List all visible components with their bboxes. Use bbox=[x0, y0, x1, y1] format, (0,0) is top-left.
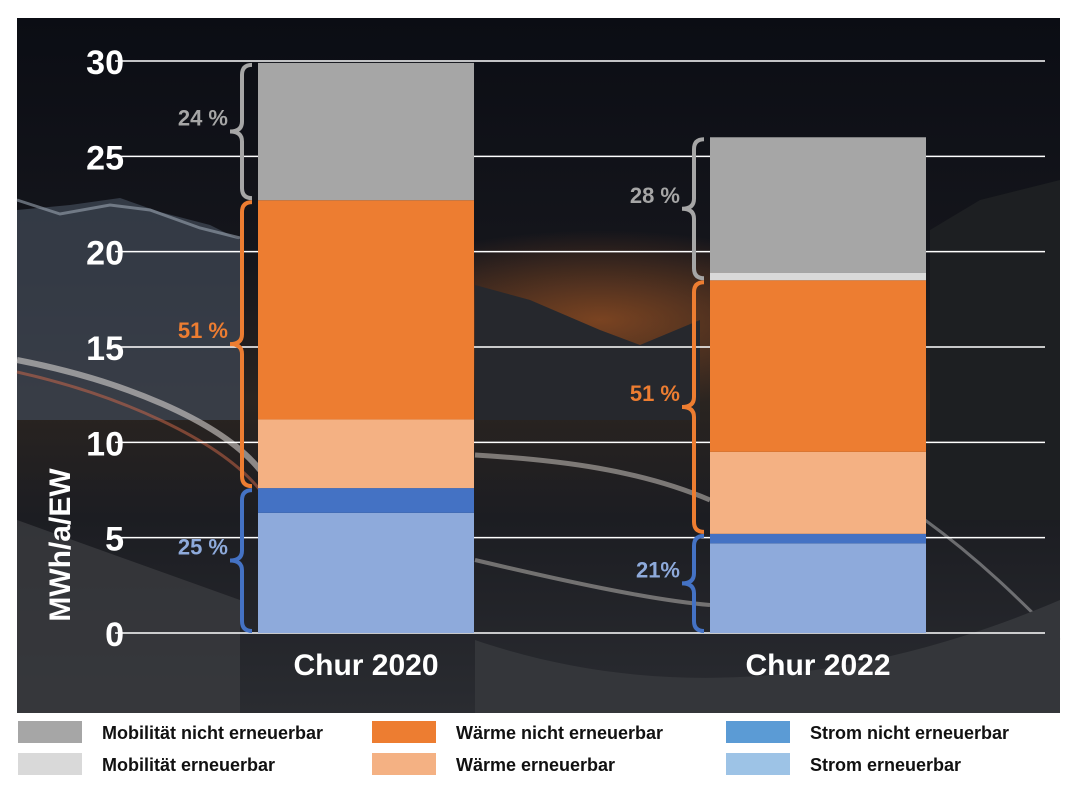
group-percentage-label: 25 % bbox=[178, 535, 228, 560]
y-tick-label: 5 bbox=[105, 521, 124, 559]
legend-swatch bbox=[372, 753, 436, 775]
legend-swatch bbox=[726, 753, 790, 775]
x-tick-label: Chur 2020 bbox=[293, 649, 438, 682]
legend-label: Mobilität nicht erneuerbar bbox=[102, 723, 323, 743]
x-axis-labels: Chur 2020 Chur 2022 bbox=[293, 649, 890, 682]
bar-segment bbox=[258, 512, 474, 633]
bar-segment bbox=[710, 272, 926, 281]
y-tick-label: 0 bbox=[105, 616, 124, 654]
group-percentage-label: 21% bbox=[636, 557, 680, 582]
curly-brace bbox=[229, 488, 253, 633]
legend-label: Strom erneuerbar bbox=[810, 755, 961, 775]
bar-segment bbox=[710, 137, 926, 273]
curly-brace bbox=[681, 137, 705, 281]
curly-brace bbox=[681, 280, 705, 534]
bar-segment bbox=[258, 62, 474, 201]
curly-brace bbox=[681, 533, 705, 633]
bar-segment bbox=[710, 451, 926, 534]
group-braces: 25 % 51 % 24 % 21% 51 % 28 % bbox=[178, 62, 705, 633]
y-tick-label: 10 bbox=[86, 425, 124, 463]
legend-label: Strom nicht erneuerbar bbox=[810, 723, 1009, 743]
legend-swatch bbox=[18, 753, 82, 775]
bar-stacks bbox=[258, 62, 926, 633]
group-percentage-label: 51 % bbox=[178, 318, 228, 343]
legend: Mobilität nicht erneuerbar Wärme nicht er… bbox=[18, 721, 1009, 775]
curly-brace bbox=[229, 200, 253, 489]
legend-label: Wärme erneuerbar bbox=[456, 755, 615, 775]
legend-swatch bbox=[726, 721, 790, 743]
legend-swatch bbox=[372, 721, 436, 743]
y-tick-label: 25 bbox=[86, 139, 124, 177]
y-tick-label: 20 bbox=[86, 235, 124, 273]
bar-segment bbox=[710, 280, 926, 452]
bar-segment bbox=[710, 543, 926, 633]
y-axis-label: MWh/a/EW bbox=[44, 468, 77, 622]
legend-label: Mobilität erneuerbar bbox=[102, 755, 275, 775]
legend-swatch bbox=[18, 721, 82, 743]
bar-segment bbox=[258, 419, 474, 489]
group-percentage-label: 28 % bbox=[630, 183, 680, 208]
y-tick-label: 30 bbox=[86, 44, 124, 82]
group-percentage-label: 24 % bbox=[178, 106, 228, 131]
y-axis-ticks: 0 5 10 15 20 25 30 bbox=[86, 44, 124, 654]
y-tick-label: 15 bbox=[86, 330, 124, 368]
bar-segment bbox=[710, 533, 926, 544]
legend-label: Wärme nicht erneuerbar bbox=[456, 723, 663, 743]
group-percentage-label: 51 % bbox=[630, 381, 680, 406]
bar-segment bbox=[258, 200, 474, 420]
bar-segment bbox=[258, 488, 474, 513]
x-tick-label: Chur 2022 bbox=[745, 649, 890, 682]
curly-brace bbox=[229, 62, 253, 201]
